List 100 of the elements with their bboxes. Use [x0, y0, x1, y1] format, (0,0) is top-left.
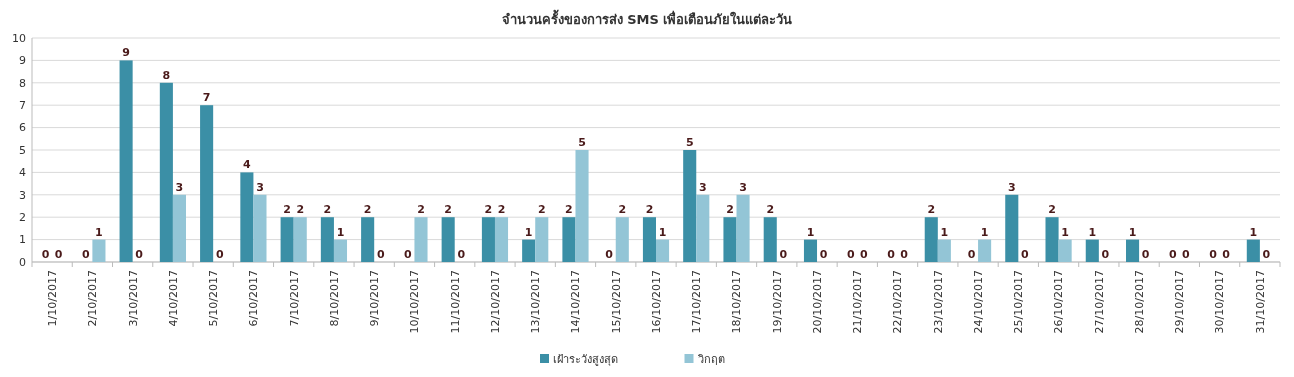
bar: [361, 217, 375, 262]
bar: [280, 217, 294, 262]
legend-label: วิกฤต: [696, 352, 725, 366]
bar: [414, 217, 428, 262]
bar: [562, 217, 576, 262]
bar: [1126, 239, 1140, 262]
y-tick-label: 3: [19, 188, 26, 202]
data-label: 2: [537, 203, 546, 217]
bar: [924, 217, 938, 262]
data-label: 0: [1021, 248, 1030, 261]
data-label: 1: [1088, 225, 1097, 239]
data-label: 0: [457, 248, 466, 261]
x-tick-label: 22/10/2017: [891, 270, 905, 334]
data-label: 2: [618, 203, 627, 217]
y-tick-label: 8: [19, 76, 26, 90]
data-label: 0: [779, 248, 788, 261]
y-tick-label: 7: [19, 99, 26, 113]
x-tick-label: 12/10/2017: [488, 270, 502, 334]
x-tick-label: 31/10/2017: [1253, 270, 1267, 334]
bar: [441, 217, 455, 262]
x-tick-label: 27/10/2017: [1092, 270, 1106, 334]
x-tick-label: 25/10/2017: [1012, 270, 1026, 334]
data-label: 0: [1168, 248, 1177, 261]
bar: [937, 239, 951, 262]
x-tick-label: 18/10/2017: [730, 270, 744, 334]
y-tick-label: 10: [12, 31, 26, 45]
data-label: 2: [565, 203, 573, 217]
data-label: 3: [256, 180, 264, 194]
data-label: 7: [202, 91, 211, 105]
data-label: 1: [658, 225, 667, 239]
data-label: 2: [484, 203, 493, 217]
bar: [253, 194, 267, 262]
bar: [575, 150, 589, 262]
data-label: 0: [1222, 248, 1231, 261]
x-tick-label: 19/10/2017: [770, 270, 784, 334]
x-tick-label: 7/10/2017: [287, 270, 301, 327]
bar: [535, 217, 549, 262]
data-label: 2: [726, 203, 734, 217]
x-tick-label: 30/10/2017: [1213, 270, 1227, 334]
data-label: 1: [940, 225, 949, 239]
bar: [1246, 239, 1260, 262]
bar: [978, 239, 992, 262]
bar: [803, 239, 818, 262]
y-tick-label: 1: [19, 233, 26, 247]
data-label: 0: [846, 248, 855, 261]
data-label: 0: [1262, 248, 1271, 261]
data-label: 2: [497, 203, 506, 217]
data-label: 1: [980, 225, 989, 239]
data-label: 1: [95, 225, 103, 239]
data-label: 0: [82, 248, 91, 261]
data-label: 5: [578, 136, 586, 149]
x-tick-label: 26/10/2017: [1052, 270, 1066, 334]
x-tick-label: 20/10/2017: [810, 270, 824, 334]
x-tick-label: 17/10/2017: [690, 270, 704, 334]
data-label: 2: [363, 203, 372, 217]
data-label: 2: [283, 203, 291, 217]
data-label: 2: [323, 203, 332, 217]
bar: [1045, 217, 1059, 262]
bar: [683, 150, 697, 262]
bar: [736, 194, 750, 262]
bar: [763, 217, 777, 262]
bar: [240, 172, 254, 262]
bar: [1005, 194, 1019, 262]
bar: [200, 105, 214, 262]
data-label: 1: [1249, 225, 1258, 239]
x-tick-label: 3/10/2017: [126, 270, 140, 327]
x-tick-label: 24/10/2017: [971, 270, 985, 334]
chart-title: จำนวนครั้งของการส่ง SMS เพื่อเตือนภัยในแต่ละวัน: [501, 9, 793, 27]
data-label: 2: [927, 203, 936, 217]
bar: [92, 239, 106, 262]
bar: [696, 194, 710, 262]
x-tick-label: 10/10/2017: [408, 270, 422, 334]
y-tick-label: 2: [19, 211, 26, 225]
legend-label: เฝ้าระวังสูงสุด: [553, 352, 618, 366]
data-label: 2: [296, 203, 305, 217]
data-label: 0: [135, 248, 144, 261]
data-label: 5: [685, 136, 694, 149]
bar: [642, 217, 656, 262]
data-label: 0: [887, 248, 896, 261]
data-label: 0: [376, 248, 385, 261]
data-label: 1: [524, 225, 533, 239]
x-tick-label: 13/10/2017: [529, 270, 543, 334]
x-tick-label: 16/10/2017: [649, 270, 663, 334]
data-label: 0: [1141, 248, 1150, 261]
x-tick-label: 14/10/2017: [569, 270, 583, 334]
data-label: 0: [967, 248, 976, 261]
y-tick-label: 9: [19, 54, 26, 68]
bar: [615, 217, 629, 262]
data-label: 0: [860, 248, 868, 261]
data-label: 3: [739, 180, 747, 194]
data-label: 4: [243, 158, 252, 172]
data-label: 2: [645, 203, 654, 217]
bar: [494, 217, 509, 262]
data-label: 3: [175, 180, 184, 194]
x-tick-label: 6/10/2017: [247, 270, 261, 327]
data-label: 0: [1182, 248, 1191, 261]
x-tick-label: 8/10/2017: [327, 270, 341, 327]
data-label: 3: [1007, 180, 1016, 194]
data-label: 0: [54, 248, 63, 261]
data-label: 3: [698, 180, 707, 194]
